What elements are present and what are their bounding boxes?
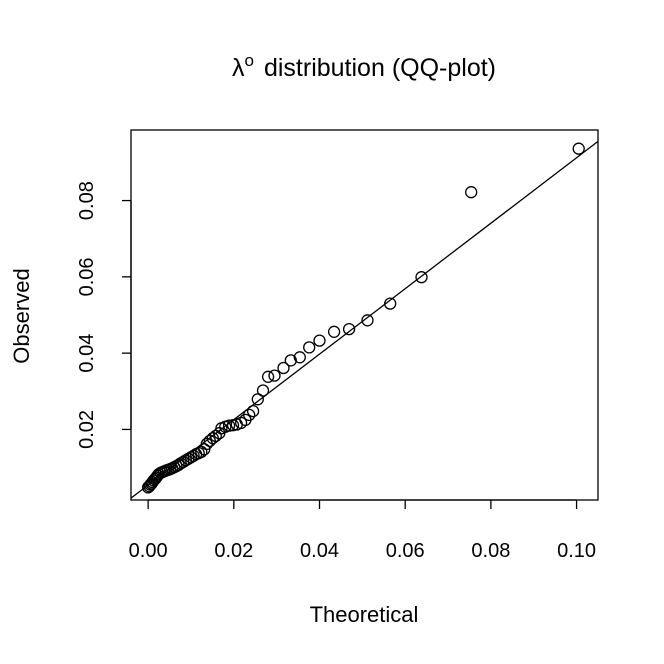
data-point	[256, 384, 270, 397]
points-group	[141, 142, 585, 494]
y-axis-label: Observed	[9, 268, 34, 363]
title-text: distribution (QQ-plot)	[264, 54, 496, 82]
title-superscript: o	[245, 51, 254, 70]
x-tick-label: 0.10	[557, 540, 596, 562]
data-point	[361, 314, 374, 327]
x-tick-label: 0.06	[386, 540, 425, 562]
y-tick-label: 0.08	[76, 181, 98, 220]
y-axis: 0.02 0.04 0.06 0.08	[76, 181, 132, 449]
x-tick-label: 0.04	[300, 540, 339, 562]
data-point	[342, 322, 356, 336]
data-point	[415, 271, 428, 284]
data-point	[293, 351, 306, 364]
data-point	[327, 325, 341, 338]
x-axis-label: Theoretical	[310, 602, 419, 627]
x-axis: 0.00 0.02 0.04 0.06 0.08 0.10	[129, 499, 596, 562]
data-point	[465, 186, 478, 199]
y-tick-label: 0.06	[76, 257, 98, 296]
data-point	[261, 370, 275, 383]
data-point	[222, 419, 236, 432]
x-tick-label: 0.00	[129, 540, 168, 562]
data-point	[277, 361, 290, 375]
data-point	[198, 443, 211, 456]
chart-title: λo distribution (QQ-plot)	[232, 51, 496, 82]
data-point	[251, 393, 264, 406]
x-tick-label: 0.08	[471, 540, 510, 562]
data-point	[313, 334, 326, 347]
x-tick-label: 0.02	[214, 540, 253, 562]
data-point	[284, 354, 297, 367]
data-point	[384, 297, 397, 310]
data-point	[246, 404, 260, 418]
title-symbol: λ	[232, 54, 245, 82]
data-point	[303, 341, 316, 354]
y-tick-label: 0.02	[76, 410, 98, 449]
y-tick-label: 0.04	[76, 334, 98, 373]
data-point	[572, 142, 585, 155]
data-point	[243, 408, 256, 422]
data-point	[268, 369, 281, 382]
